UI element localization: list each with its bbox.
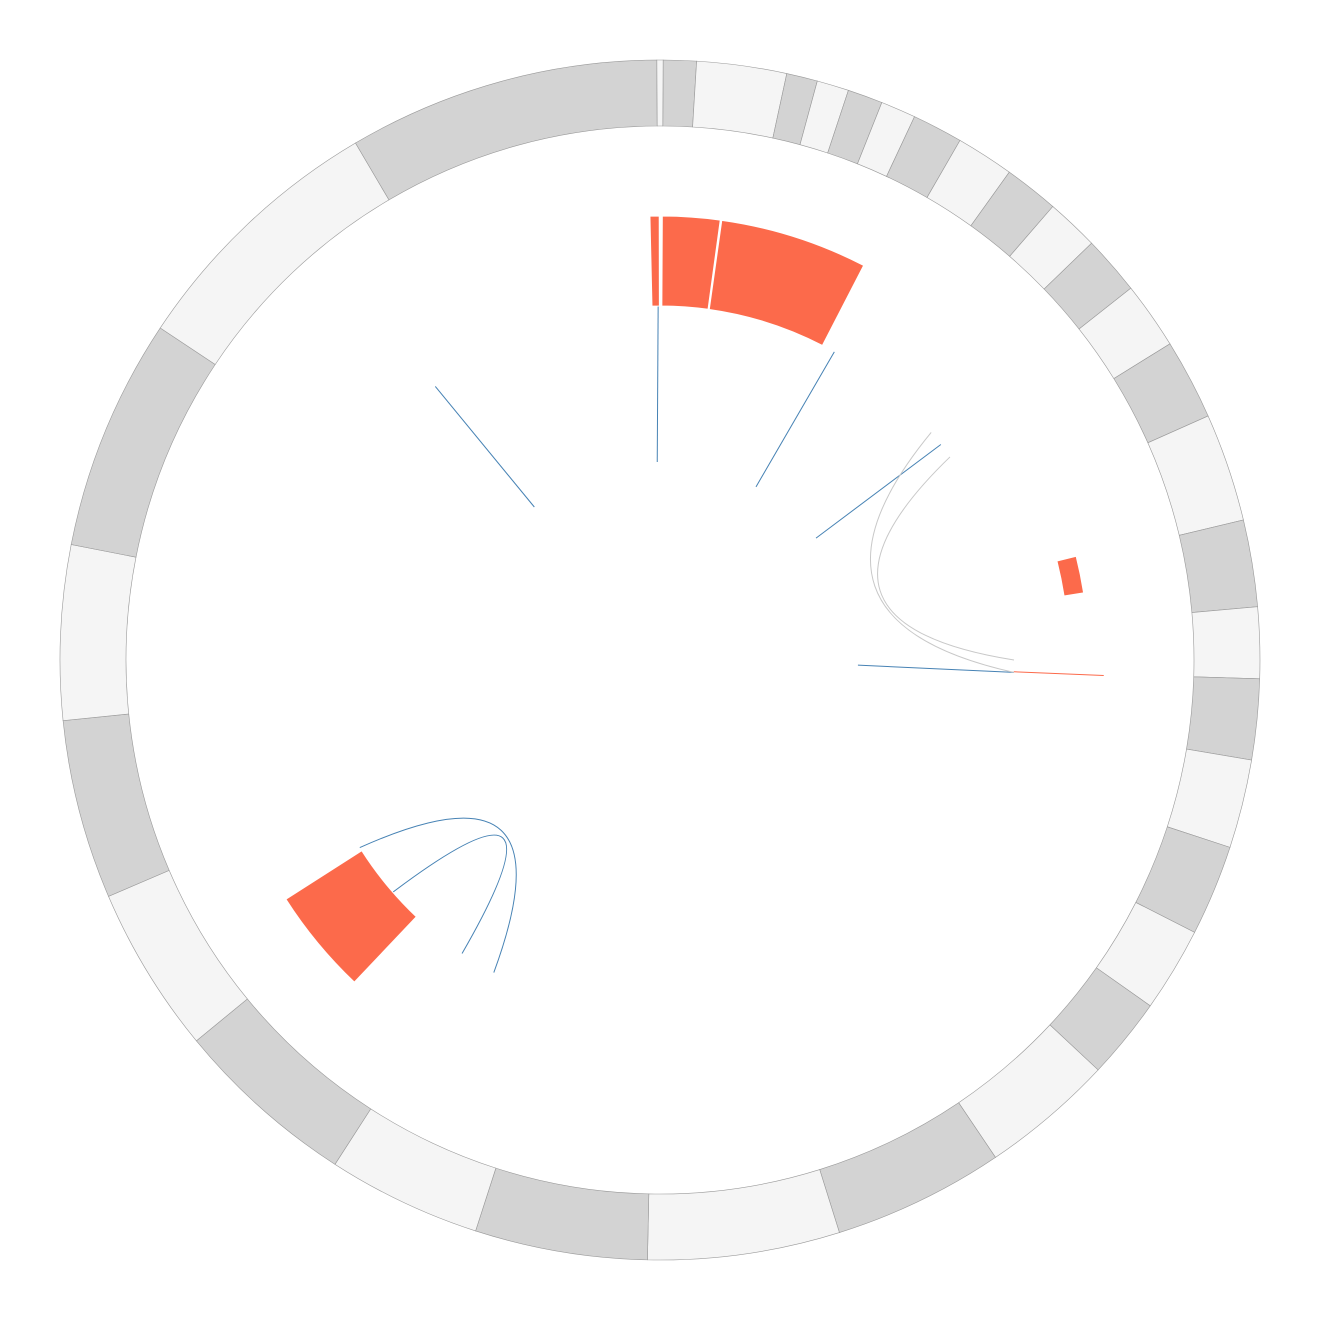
ideogram-segment-30 — [59, 544, 137, 721]
ideogram-segment-33 — [355, 59, 658, 201]
ideogram-segment-27 — [195, 998, 372, 1165]
ideogram-ring — [59, 59, 1261, 1261]
histogram-bar-4 — [1056, 555, 1085, 597]
ideogram-segment-32 — [159, 142, 390, 365]
ideogram-segment-25 — [475, 1167, 650, 1261]
histogram-bar-3 — [708, 219, 865, 347]
link-line-1 — [434, 386, 535, 508]
ideogram-segment-1 — [662, 59, 697, 128]
link-line-5 — [857, 664, 1014, 673]
link-ribbon-7 — [359, 817, 517, 973]
link-line-3 — [755, 351, 835, 488]
histogram-bar-2 — [661, 215, 721, 310]
histogram-bar-5 — [285, 850, 418, 983]
histogram-track — [285, 215, 1085, 983]
link-line-6 — [1013, 671, 1104, 676]
histogram-bar-1 — [649, 215, 660, 307]
ideogram-segment-23 — [819, 1102, 996, 1233]
links-layer — [359, 305, 1104, 973]
link-ribbon-8 — [870, 432, 1015, 673]
link-line-2 — [656, 305, 659, 463]
ideogram-segment-17 — [1186, 676, 1261, 761]
ideogram-segment-28 — [108, 869, 248, 1042]
ideogram-segment-31 — [70, 327, 216, 558]
ideogram-segment-29 — [62, 713, 170, 897]
ideogram-segment-24 — [647, 1169, 840, 1261]
link-line-4 — [815, 444, 942, 539]
ideogram-segment-34 — [656, 59, 664, 127]
ideogram-segment-2 — [692, 60, 788, 139]
ideogram-segment-16 — [1191, 606, 1261, 680]
ideogram-segment-15 — [1178, 519, 1258, 613]
